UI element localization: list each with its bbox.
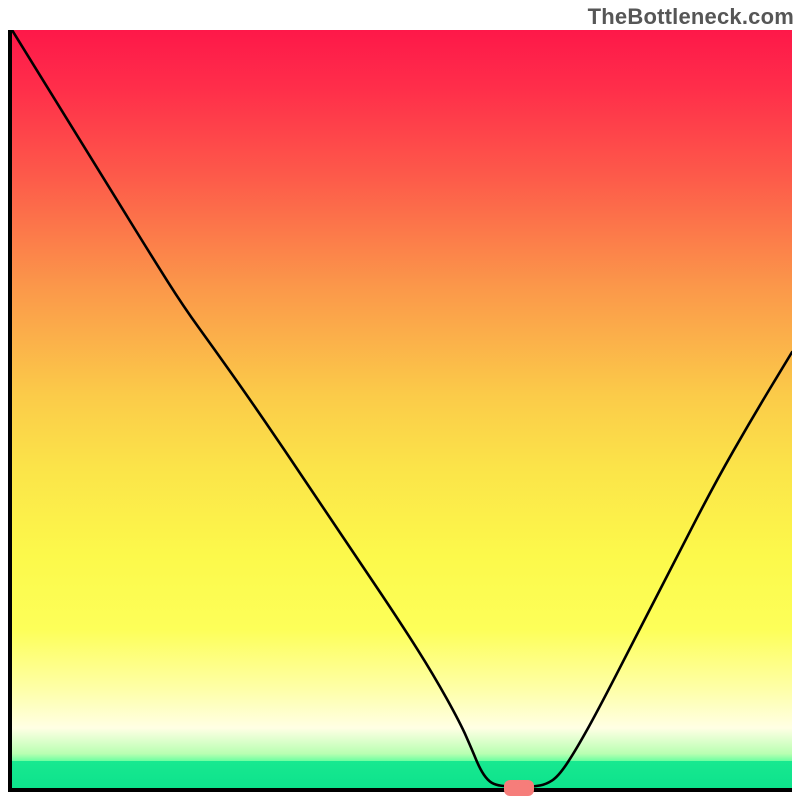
min-marker [504,780,534,795]
plot-area [8,30,792,792]
watermark-text: TheBottleneck.com [588,4,794,30]
plot-inner [12,30,792,788]
bottleneck-curve [12,30,792,788]
chart-container: TheBottleneck.com [0,0,800,800]
x-axis-line [8,788,792,792]
